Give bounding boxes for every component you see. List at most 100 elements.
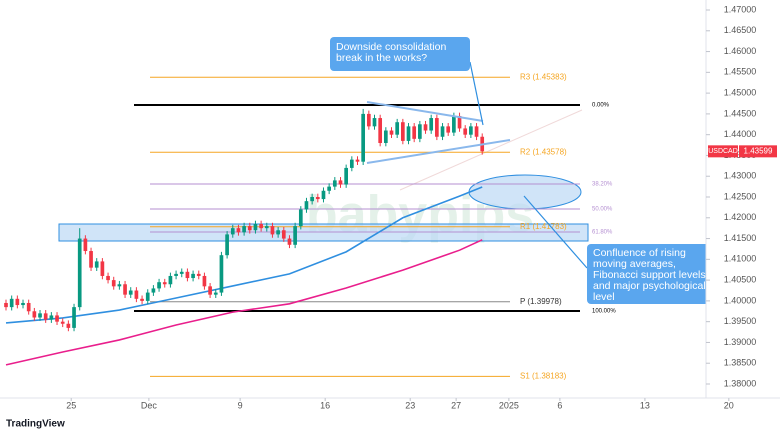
candle-body [293,226,297,245]
candle-body [287,238,292,245]
callout-text: Downside consolidation [336,41,446,53]
last-price-label: 1.43599 [744,146,773,155]
candle-body [321,190,326,200]
candle-body [406,126,411,141]
support-zone [58,223,589,242]
candle-body [327,186,331,191]
y-tick-label: 1.39000 [724,337,757,347]
moving-average [5,239,483,366]
price-axis [706,0,780,398]
candle-body [474,126,479,137]
pivot-label: S1 (1.38183) [520,372,567,381]
candle-body [157,282,161,289]
candle-body [77,238,82,308]
candle-body [9,298,14,308]
lower-trendline [366,139,511,164]
candle-body [440,126,445,137]
y-tick-label: 1.42000 [724,212,757,222]
callout-box [587,244,715,304]
y-tick-label: 1.38500 [724,358,757,368]
candle-body [446,126,451,133]
callout-text: and major psychological [593,280,706,292]
upper-trendline [366,101,484,122]
y-tick-label: 1.46000 [724,46,757,56]
y-tick-label: 1.42500 [724,191,757,201]
callout-box [330,37,470,71]
pivot-label: R2 (1.43578) [520,147,567,156]
candle-body [55,315,59,322]
candle-body [423,124,428,131]
candle-body [463,128,468,135]
pivot-label: R3 (1.45383) [520,72,567,81]
callout-text: Confluence of rising [593,247,686,259]
candle-body [72,307,76,328]
candle-body [332,180,337,187]
candle-body [452,115,456,133]
candle-body [225,234,229,256]
candle-body [208,286,212,295]
y-tick-label: 1.40000 [724,295,757,305]
candle-body [270,226,275,235]
candle-body [145,292,150,301]
fib-label: 0.00% [592,103,610,109]
y-tick-label: 1.46500 [724,25,757,35]
candle-body [389,130,394,135]
y-tick-label: 1.41000 [724,254,757,264]
callout-pointer [523,195,588,269]
callout-text: moving averages, [593,258,676,270]
candle-body [21,302,25,306]
candle-body [168,275,173,285]
candle-body [213,292,218,295]
candle-body [401,122,405,141]
x-tick-label: 25 [66,400,76,410]
x-tick-label: 16 [320,400,330,410]
symbol-tag [708,145,738,158]
candle-body [32,311,37,318]
candle-body [60,321,65,324]
candle-body [49,315,54,320]
x-tick-label: 20 [724,400,734,410]
y-tick-label: 1.41500 [724,233,757,243]
y-tick-label: 1.38000 [724,378,757,388]
candle-body [15,298,20,306]
callout-text: level [593,291,615,303]
last-price-tag [739,145,777,158]
candle-body [123,284,127,295]
candle-body [191,273,195,279]
candle-body [457,115,462,129]
candle-body [259,224,263,229]
candle-body [429,118,434,131]
candle-body [26,302,31,312]
pivot-label: P (1.39978) [520,297,562,306]
candle-body [230,228,235,235]
candle-body [253,224,258,231]
fib-label: 50.00% [592,207,613,213]
candle-body [106,275,110,281]
candle-body [89,251,93,268]
candle-body [418,124,422,139]
candle-body [435,118,439,137]
candle-body [219,255,224,293]
candle-body [174,273,178,276]
candle-body [395,122,400,135]
candle-body [134,290,139,299]
candle-body [94,261,99,268]
callout-pointer [469,61,484,126]
candle-body [247,226,252,231]
x-tick-label: 13 [640,400,650,410]
candle-body [281,230,286,239]
candle-body [162,282,167,285]
candle-body [304,201,309,210]
candle-body [179,271,184,274]
candle-body [298,209,303,227]
y-tick-label: 1.43000 [724,171,757,181]
candle-body [196,273,201,276]
candle-body [264,226,269,229]
y-tick-label: 1.40500 [724,274,757,284]
moving-average [5,186,483,324]
x-tick-label: 6 [557,400,562,410]
candle-body [349,159,354,168]
candle-body [338,180,343,185]
